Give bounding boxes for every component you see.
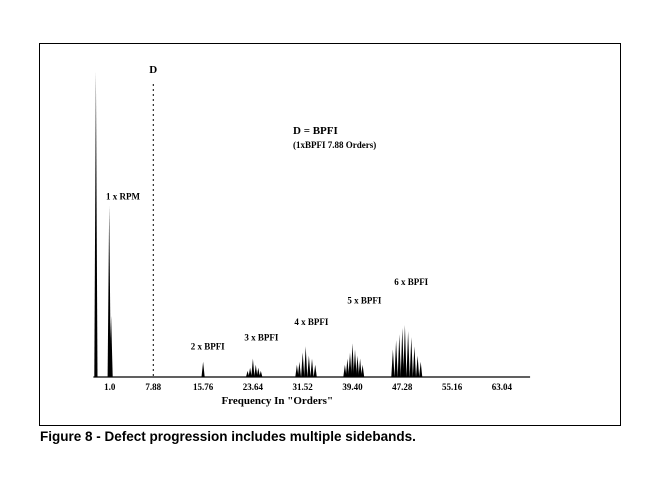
spectrum-bar: [358, 358, 362, 377]
x-tick-label: 55.16: [442, 382, 463, 392]
x-axis-label: Frequency In "Orders": [221, 395, 333, 407]
spectrum-bar: [419, 361, 423, 377]
spectrum-bar: [248, 367, 252, 377]
spectrum-bar: [310, 358, 314, 377]
spectrum-bar: [343, 364, 347, 377]
spectrum-bar: [394, 340, 398, 377]
harmonic-annotation: 2 x BPFI: [191, 341, 225, 351]
spectrum-bar: [406, 331, 410, 377]
spectrum-bar: [353, 349, 357, 377]
legend-note-line2: (1xBPFI 7.88 Orders): [293, 140, 376, 150]
x-tick-label: 63.04: [492, 382, 513, 392]
spectrum-bar: [350, 343, 355, 377]
spectrum-bar: [355, 355, 360, 377]
spectrum-bar: [295, 364, 299, 377]
harmonic-annotations: 1 x RPM 2 x BPFI 3 x BPFI 4 x BPFI 5 x BPFI 6…: [106, 192, 429, 352]
spectrum-bar: [403, 325, 407, 377]
spectrum-bar: [301, 352, 305, 377]
harmonic-annotation: 5 x BPFI: [347, 296, 381, 306]
spectrum-bar: [400, 328, 404, 377]
harmonic-annotation: 4 x BPFI: [294, 317, 328, 327]
bpfi-marker-label: D: [149, 64, 157, 76]
x-tick-label: 1.0: [104, 382, 116, 392]
spectrum-bar: [256, 367, 260, 377]
spectrum-bar: [397, 334, 401, 377]
spectrum-bar: [246, 370, 250, 377]
spectrum-bars: [94, 71, 423, 377]
spectrum-bar: [304, 346, 308, 377]
harmonic-annotation: 3 x BPFI: [244, 332, 278, 342]
harmonic-annotation: 1 x RPM: [106, 192, 140, 202]
x-tick-label: 7.88: [145, 382, 161, 392]
spectrum-bar: [254, 364, 258, 377]
x-tick-label: 15.76: [193, 382, 214, 392]
x-tick-labels: 1.0 7.88 15.76 23.64 31.52 39.40 47.28 55.16 63.…: [104, 382, 512, 392]
spectrum-bar: [313, 364, 317, 377]
harmonic-annotation: 6 x BPFI: [394, 277, 428, 287]
x-tick-label: 39.40: [342, 382, 363, 392]
spectrum-bar: [297, 361, 301, 377]
spectrum-chart: D D = BPFI (1xBPFI 7.88 Orders) 1 x RPM 2…: [93, 64, 531, 407]
spectrum-bar: [251, 358, 255, 377]
x-tick-label: 47.28: [392, 382, 413, 392]
spectrum-bar: [307, 355, 311, 377]
spectrum-bar: [94, 71, 98, 377]
spectrum-bar: [348, 352, 352, 377]
spectrum-bar: [412, 346, 416, 377]
legend-note-line1: D = BPFI: [293, 125, 338, 137]
x-tick-label: 23.64: [243, 382, 264, 392]
spectrum-bar: [409, 337, 413, 377]
spectrum-bar: [416, 355, 420, 377]
spectrum-bar: [107, 205, 111, 377]
figure-frame: D D = BPFI (1xBPFI 7.88 Orders) 1 x RPM 2…: [39, 43, 621, 426]
figure-caption: Figure 8 - Defect progression includes m…: [40, 429, 416, 444]
spectrum-bar: [259, 370, 263, 377]
spectrum-bar: [345, 358, 349, 377]
spectrum-bar: [361, 364, 365, 377]
spectrum-bar: [109, 315, 113, 377]
spectrum-bar: [201, 361, 205, 377]
spectrum-bar: [391, 349, 395, 377]
x-tick-label: 31.52: [293, 382, 314, 392]
